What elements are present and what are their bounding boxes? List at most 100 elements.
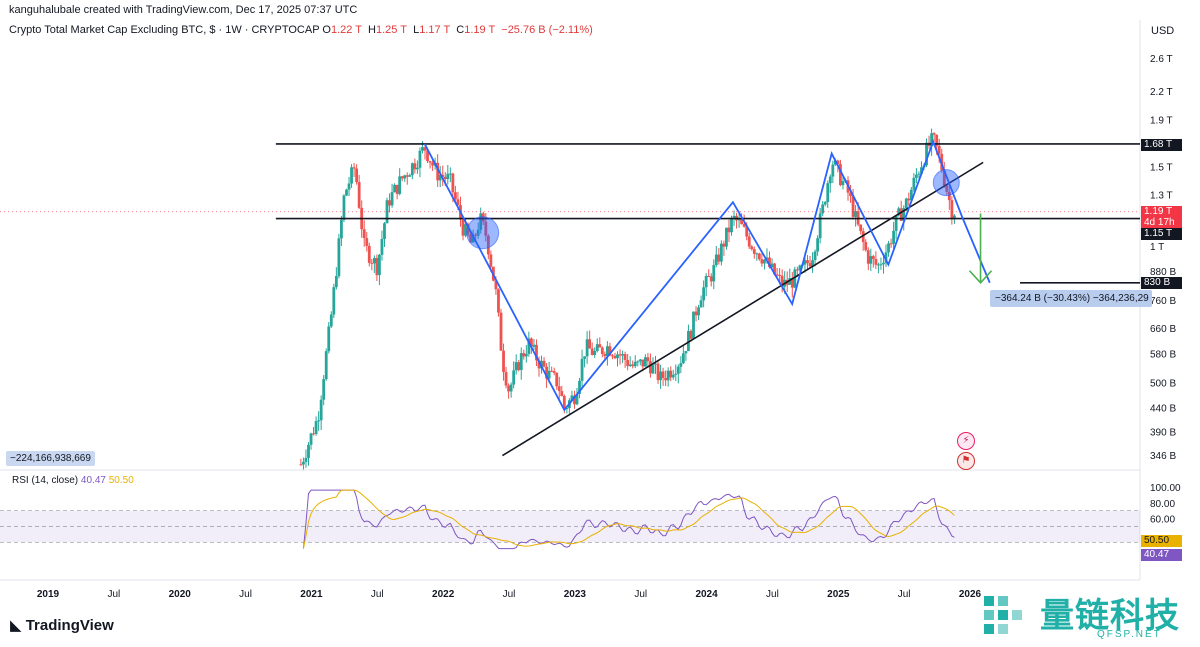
candle-body <box>446 173 450 180</box>
x-tick-label: Jul <box>107 589 120 600</box>
candle-body <box>692 311 695 339</box>
candle-body <box>674 373 678 375</box>
candle-body <box>742 224 746 227</box>
candle-body <box>443 176 447 180</box>
rsi-tick-label: 60.00 <box>1150 515 1175 526</box>
x-tick-label: 2026 <box>959 589 982 600</box>
candle-body <box>390 192 394 206</box>
candle-body <box>408 175 412 177</box>
candle-body <box>684 351 688 354</box>
watermark-cn: 量链科技 <box>1040 597 1180 635</box>
candle-body <box>874 258 878 265</box>
rsi-value-tag: 40.47 <box>1141 549 1182 561</box>
rsi-tick-label: 80.00 <box>1150 499 1175 510</box>
candle-body <box>780 275 784 287</box>
candle-body <box>752 249 756 254</box>
candle-body <box>416 167 419 170</box>
candle-body <box>578 380 581 394</box>
candle-body <box>656 363 660 381</box>
candle-body <box>717 254 721 262</box>
candle-body <box>560 391 564 396</box>
candle-body <box>712 265 716 282</box>
candle-body <box>550 370 554 372</box>
candle-body <box>912 177 916 190</box>
candle-body <box>823 202 827 205</box>
candle-body <box>393 184 397 193</box>
candle-body <box>403 175 407 179</box>
candle-body <box>626 359 630 366</box>
candle-body <box>932 133 936 135</box>
resistance-price-tag: 1.68 T <box>1141 139 1182 151</box>
candle-body <box>575 393 579 405</box>
candle-body <box>869 256 873 264</box>
candle-body <box>451 173 455 193</box>
candle-body <box>699 300 703 308</box>
candle-body <box>441 174 445 177</box>
candle-body <box>621 354 624 356</box>
candle-body <box>532 344 536 347</box>
candle-body <box>707 276 711 278</box>
candle-body <box>519 353 523 371</box>
support-price-tag: 1.15 T <box>1141 228 1182 240</box>
symbol-legend: Crypto Total Market Cap Excluding BTC, $… <box>9 24 596 36</box>
candle-body <box>649 361 652 374</box>
candle-body <box>395 184 399 194</box>
candle-body <box>484 221 488 236</box>
candle-body <box>418 150 422 168</box>
candle-body <box>907 198 911 201</box>
close-value: 1.19 T <box>464 24 496 36</box>
candle-body <box>638 359 642 362</box>
x-tick-label: Jul <box>634 589 647 600</box>
candle-body <box>808 263 812 267</box>
candle-body <box>750 246 754 250</box>
candle-body <box>892 230 896 244</box>
candle-body <box>598 344 602 348</box>
candle-body <box>580 358 584 381</box>
candle-body <box>337 238 341 277</box>
candle-body <box>859 224 863 232</box>
currency-label[interactable]: USD <box>1151 25 1175 37</box>
y-tick-label: 1.9 T <box>1150 116 1173 127</box>
candle-body <box>664 377 668 381</box>
candle-body <box>765 257 769 260</box>
x-tick-label: 2022 <box>432 589 455 600</box>
candle-body <box>573 395 576 405</box>
candle-body <box>887 243 890 253</box>
candle-body <box>737 219 741 221</box>
candle-body <box>760 259 764 264</box>
candle-body <box>486 235 490 255</box>
candle-body <box>454 192 457 200</box>
candle-body <box>679 363 683 367</box>
y-tick-label: 880 B <box>1150 267 1176 278</box>
candle-body <box>694 311 698 316</box>
candle-body <box>816 238 820 252</box>
candle-body <box>803 260 807 265</box>
candle-body <box>423 147 427 151</box>
candle-body <box>398 176 402 194</box>
candle-body <box>327 326 331 352</box>
candle-body <box>689 330 693 339</box>
candle-body <box>945 185 949 192</box>
candle-body <box>466 224 470 235</box>
candle-body <box>681 353 685 364</box>
candle-body <box>813 251 817 261</box>
candle-body <box>768 257 771 268</box>
target-price-tag: 830 B <box>1141 277 1182 289</box>
candle-body <box>654 363 657 365</box>
lightning-icon[interactable]: ⚡ <box>957 432 975 450</box>
candle-body <box>745 226 749 237</box>
candle-body <box>380 239 384 255</box>
flag-icon[interactable]: ⚑ <box>957 452 975 470</box>
candle-body <box>618 354 622 356</box>
candle-body <box>790 278 794 288</box>
open-value: 1.22 T <box>330 24 362 36</box>
candle-body <box>545 366 548 379</box>
candle-body <box>909 189 913 201</box>
chart-credit: kanguhalubale created with TradingView.c… <box>9 4 358 16</box>
x-tick-label: 2021 <box>300 589 323 600</box>
candle-body <box>529 338 533 347</box>
candle-body <box>535 344 538 361</box>
candle-body <box>605 346 609 357</box>
candle-body <box>788 278 792 285</box>
